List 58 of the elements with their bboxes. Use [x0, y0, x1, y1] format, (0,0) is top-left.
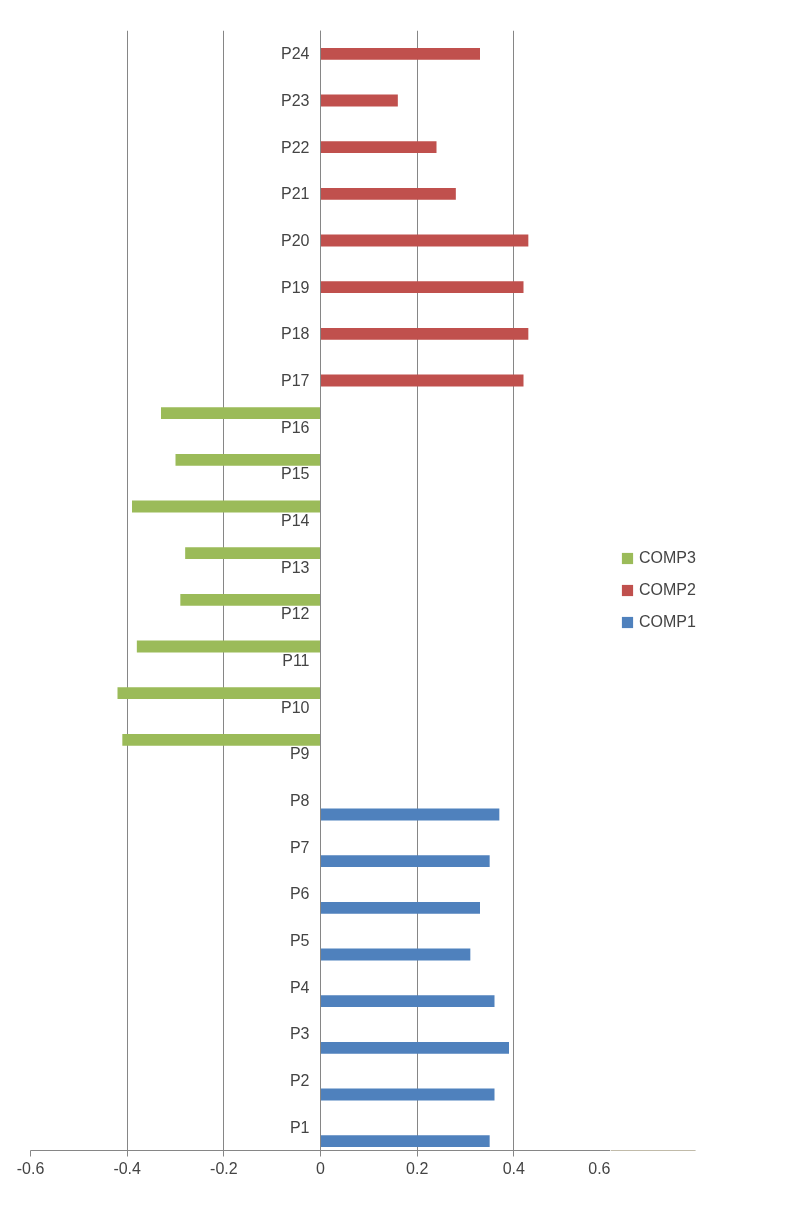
bar — [320, 281, 524, 294]
y-tick-label: P21 — [281, 185, 310, 203]
y-tick-label: P6 — [289, 885, 310, 903]
y-tick-label: P7 — [289, 838, 310, 856]
bar — [117, 687, 321, 700]
bar — [136, 640, 321, 653]
bar — [161, 407, 321, 420]
y-tick-label: P5 — [289, 932, 310, 949]
bar — [320, 1135, 490, 1148]
bar — [185, 547, 321, 560]
bar — [320, 995, 495, 1008]
bar — [320, 94, 398, 107]
y-tick-label: P10 — [281, 698, 310, 716]
y-tick-label: P23 — [281, 92, 310, 109]
bar — [320, 855, 490, 868]
x-tick-label: -0.4 — [113, 1159, 142, 1177]
bar — [320, 327, 529, 340]
bar — [180, 593, 321, 606]
bar — [320, 1041, 509, 1054]
legend-label: COMP3 — [639, 549, 696, 567]
bar — [320, 374, 524, 387]
y-tick-label: P17 — [281, 372, 310, 389]
y-tick-label: P24 — [281, 45, 310, 63]
x-tick-label: 0.4 — [502, 1159, 526, 1177]
y-tick-label: P18 — [281, 325, 310, 343]
x-tick-label: -0.6 — [16, 1159, 45, 1177]
bar — [320, 187, 456, 200]
bar — [320, 234, 529, 247]
y-tick-label: P8 — [289, 792, 310, 809]
x-tick-label: 0.6 — [588, 1159, 611, 1177]
x-tick-label: 0 — [316, 1159, 326, 1177]
legend-label: COMP1 — [639, 613, 696, 631]
bar — [320, 1088, 495, 1101]
y-tick-label: P2 — [289, 1072, 310, 1089]
y-tick-label: P11 — [282, 652, 310, 669]
y-tick-label: P12 — [281, 605, 310, 623]
y-tick-label: P16 — [281, 418, 310, 436]
bar — [175, 453, 321, 466]
bar — [320, 948, 471, 961]
x-tick-label: 0.2 — [406, 1159, 429, 1177]
y-tick-label: P9 — [289, 745, 310, 763]
y-tick-label: P3 — [289, 1025, 310, 1043]
y-tick-label: P14 — [281, 512, 310, 529]
y-tick-label: P4 — [289, 978, 310, 996]
y-tick-label: P15 — [281, 465, 310, 483]
legend-label: COMP2 — [639, 581, 696, 599]
y-tick-label: P13 — [281, 558, 310, 576]
bar — [132, 500, 321, 513]
y-tick-label: P19 — [281, 278, 310, 296]
bar — [122, 733, 321, 746]
y-tick-label: P1 — [289, 1118, 310, 1136]
bar — [320, 141, 437, 154]
bar — [320, 47, 480, 60]
y-tick-label: P20 — [281, 232, 310, 249]
bar — [320, 808, 500, 821]
bar — [320, 901, 480, 914]
x-tick-label: -0.2 — [210, 1159, 238, 1177]
y-tick-label: P22 — [281, 138, 310, 156]
